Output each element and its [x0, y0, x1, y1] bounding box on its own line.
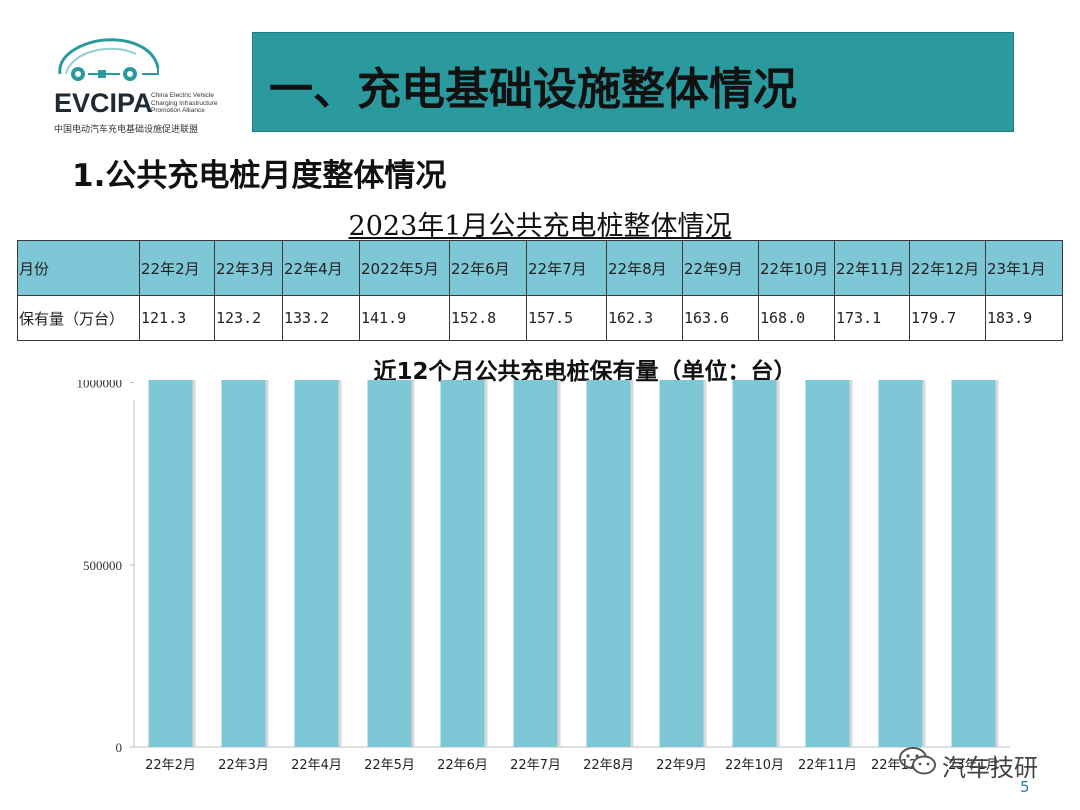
x-tick-label: 22年6月	[437, 758, 488, 773]
x-tick-label: 22年5月	[364, 758, 415, 773]
bar	[805, 380, 850, 748]
x-tick-label: 23年1月	[948, 758, 999, 773]
table-value-cell: 133.2	[282, 295, 360, 341]
table-header-cell: 22年7月	[526, 240, 607, 296]
bar	[294, 380, 339, 747]
y-tick-label: 1000000	[77, 380, 123, 391]
table-header-cell: 22年3月	[214, 240, 283, 296]
table-title: 2023年1月公共充电桩整体情况	[348, 211, 732, 242]
logo-chinese-name: 中国电动汽车充电基础设施促进联盟	[54, 125, 199, 135]
x-tick-label: 22年7月	[510, 758, 561, 773]
bar	[732, 380, 777, 747]
logo-wordmark: EVCIPA	[54, 88, 153, 118]
bar	[148, 380, 193, 747]
table-value-cell: 183.9	[985, 295, 1063, 341]
table-header-cell: 22年10月	[758, 240, 835, 296]
bar	[586, 380, 631, 748]
x-tick-label: 22年11月	[798, 758, 857, 773]
title-banner: 一、充电基础设施整体情况	[252, 32, 1014, 132]
bar	[878, 380, 923, 747]
bar	[367, 380, 412, 748]
table-value-cell: 123.2	[214, 295, 283, 341]
table-value-cell: 121.3	[139, 295, 215, 341]
x-tick-label: 22年9月	[656, 758, 707, 773]
bar	[221, 380, 266, 747]
table-value-cell: 157.5	[526, 295, 607, 341]
table-value-cell: 141.9	[359, 295, 450, 341]
table-value-cell: 168.0	[758, 295, 835, 341]
bar	[513, 380, 558, 748]
logo-english-name: China Electric Vehicle Charging Infrastr…	[151, 92, 218, 114]
table-header-cell: 22年6月	[449, 240, 527, 296]
table-value-cell: 163.6	[682, 295, 759, 341]
table-header-cell: 23年1月	[985, 240, 1063, 296]
summary-table: 月份 22年2月 22年3月 22年4月 2022年5月 22年6月 22年7月…	[17, 240, 1063, 341]
table-header-cell: 22年12月	[909, 240, 986, 296]
table-header-cell: 22年2月	[139, 240, 215, 296]
y-tick-label: 0	[116, 740, 123, 755]
table-value-cell: 173.1	[834, 295, 910, 341]
table-header-row: 月份 22年2月 22年3月 22年4月 2022年5月 22年6月 22年7月…	[17, 240, 1063, 296]
watermark-text: 汽车技研	[942, 754, 1038, 782]
table-value-row: 保有量（万台） 121.3 123.2 133.2 141.9 152.8 15…	[17, 295, 1063, 341]
x-tick-label: 22年4月	[291, 758, 342, 773]
table-value-cell: 179.7	[909, 295, 986, 341]
table-header-cell: 22年8月	[606, 240, 683, 296]
bar-line-chart: 05000001000000150000022年2月22年3月22年4月22年5…	[77, 380, 1010, 773]
car-plug-icon	[58, 38, 160, 81]
page-title: 一、充电基础设施整体情况	[269, 64, 797, 115]
x-tick-label: 22年10月	[725, 758, 784, 773]
x-tick-label: 22年2月	[145, 758, 196, 773]
table-header-cell: 22年9月	[682, 240, 759, 296]
evcipa-logo: EVCIPA China Electric Vehicle Charging I…	[48, 30, 228, 138]
bar	[440, 380, 485, 748]
section-subtitle: 1.公共充电桩月度整体情况	[72, 158, 447, 194]
bar	[951, 380, 996, 747]
table-header-cell: 22年11月	[834, 240, 910, 296]
table-row-label-value: 保有量（万台）	[17, 295, 140, 341]
wechat-icon	[898, 744, 938, 778]
x-tick-label: 22年8月	[583, 758, 634, 773]
table-value-cell: 152.8	[449, 295, 527, 341]
page-number: 5	[1020, 778, 1030, 796]
table-row-label-month: 月份	[17, 240, 140, 296]
bar	[659, 380, 704, 747]
y-tick-label: 500000	[83, 558, 122, 573]
table-value-cell: 162.3	[606, 295, 683, 341]
table-header-cell: 22年4月	[282, 240, 360, 296]
x-tick-label: 22年3月	[218, 758, 269, 773]
table-header-cell: 2022年5月	[359, 240, 450, 296]
